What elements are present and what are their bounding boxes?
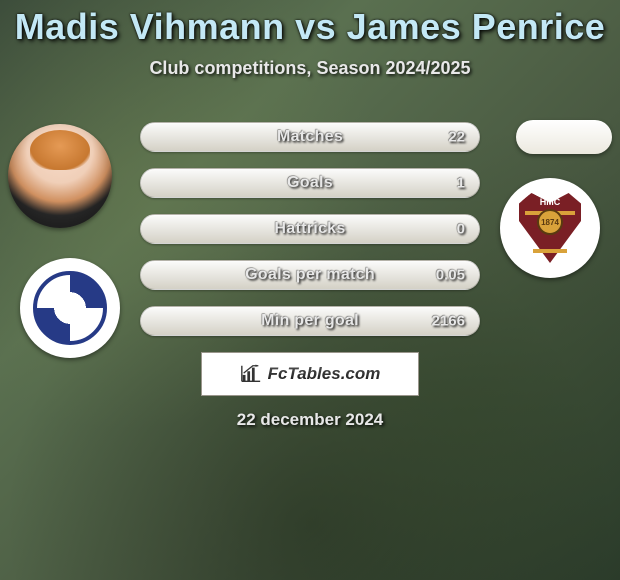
stat-label: Goals — [287, 174, 333, 192]
stat-row: Matches 22 — [140, 122, 480, 152]
stat-label: Goals per match — [245, 266, 375, 284]
crest-icon — [33, 271, 107, 345]
stat-right-value: 22 — [448, 129, 465, 146]
crest-initials: HMC — [540, 197, 561, 207]
stat-label: Min per goal — [261, 312, 359, 330]
stats-table: Matches 22 Goals 1 Hattricks 0 Goals per… — [140, 122, 480, 352]
page-title: Madis Vihmann vs James Penrice — [0, 6, 620, 48]
stat-row: Min per goal 2166 — [140, 306, 480, 336]
stat-right-value: 0 — [457, 221, 465, 238]
player1-club-crest — [20, 258, 120, 358]
stat-right-value: 2166 — [432, 313, 465, 330]
stat-right-value: 1 — [457, 175, 465, 192]
stat-row: Goals per match 0.05 — [140, 260, 480, 290]
source-label: FcTables.com — [268, 364, 381, 384]
date-label: 22 december 2024 — [0, 410, 620, 430]
player1-avatar — [8, 124, 112, 228]
stat-label: Matches — [277, 128, 343, 146]
card: Madis Vihmann vs James Penrice Club comp… — [0, 0, 620, 580]
crest-year: 1874 — [537, 209, 563, 235]
stat-row: Hattricks 0 — [140, 214, 480, 244]
stat-row: Goals 1 — [140, 168, 480, 198]
stat-right-value: 0.05 — [436, 267, 465, 284]
chart-icon — [240, 363, 262, 385]
stat-label: Hattricks — [274, 220, 345, 238]
subtitle: Club competitions, Season 2024/2025 — [0, 58, 620, 79]
player2-club-crest: HMC 1874 — [500, 178, 600, 278]
crest-icon: HMC 1874 — [519, 193, 581, 263]
player2-avatar — [516, 120, 612, 154]
source-badge[interactable]: FcTables.com — [201, 352, 419, 396]
